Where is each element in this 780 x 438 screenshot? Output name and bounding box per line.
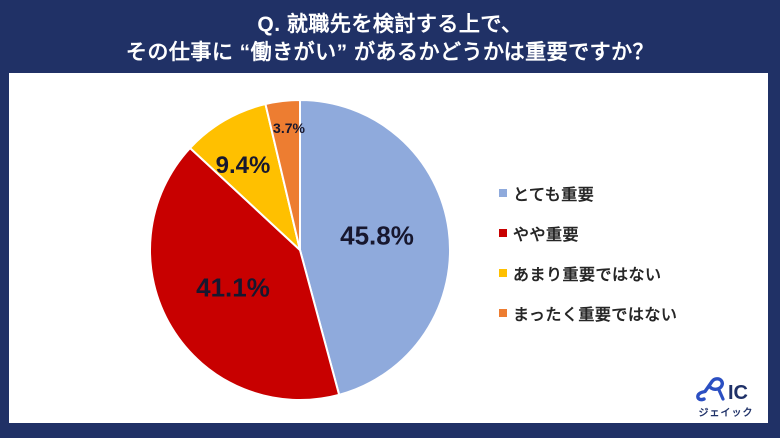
legend-label-not-at-all-important: まったく重要ではない [513,307,678,324]
legend-swatch-not-very-important [499,269,507,277]
question-title-line1: Q. 就職先を検討する上で、 [257,12,523,36]
legend-label-very-important: とても重要 [513,187,595,204]
legend-label-somewhat-important: やや重要 [513,227,580,244]
jaic-logo-mark: IC [688,376,764,403]
pie-slice-somewhat-important [148,147,341,401]
jaic-swoosh-leg [717,388,725,401]
jaic-swoosh-ja [696,377,724,402]
question-header: Q. 就職先を検討する上で、 その仕事に “働きがい” があるかどうかは重要です… [0,0,780,73]
pie-label-somewhat-important: 41.1% [196,272,270,303]
pie-slice-not-at-all-important [264,99,301,251]
jaic-logo: IC ジェイック [688,376,764,419]
pie-label-not-very-important: 9.4% [215,152,271,179]
legend-item-very-important: とても重要 [499,178,677,208]
pie-slice-very-important [299,99,451,396]
legend-label-not-very-important: あまり重要ではない [513,267,662,284]
jaic-logo-icon: IC [696,377,748,403]
legend-item-somewhat-important: やや重要 [499,218,677,248]
jaic-logo-text-ic: IC [728,382,748,403]
pie-label-not-at-all-important: 3.7% [273,120,305,136]
pie-label-very-important: 45.8% [340,220,414,251]
pie-chart-svg [148,99,451,401]
pie-chart [145,95,455,405]
legend-swatch-somewhat-important [499,229,507,237]
legend-item-not-at-all-important: まったく重要ではない [499,298,677,328]
legend-swatch-very-important [499,189,507,197]
pie-slice-not-very-important [189,103,301,251]
legend: とても重要 やや重要 あまり重要ではない まったく重要ではない [499,178,677,338]
jaic-logo-subtext: ジェイック [698,408,754,419]
question-title-line2: その仕事に “働きがい” があるかどうかは重要ですか？ [125,40,655,64]
legend-item-not-very-important: あまり重要ではない [499,258,677,288]
legend-swatch-not-at-all-important [499,309,507,317]
